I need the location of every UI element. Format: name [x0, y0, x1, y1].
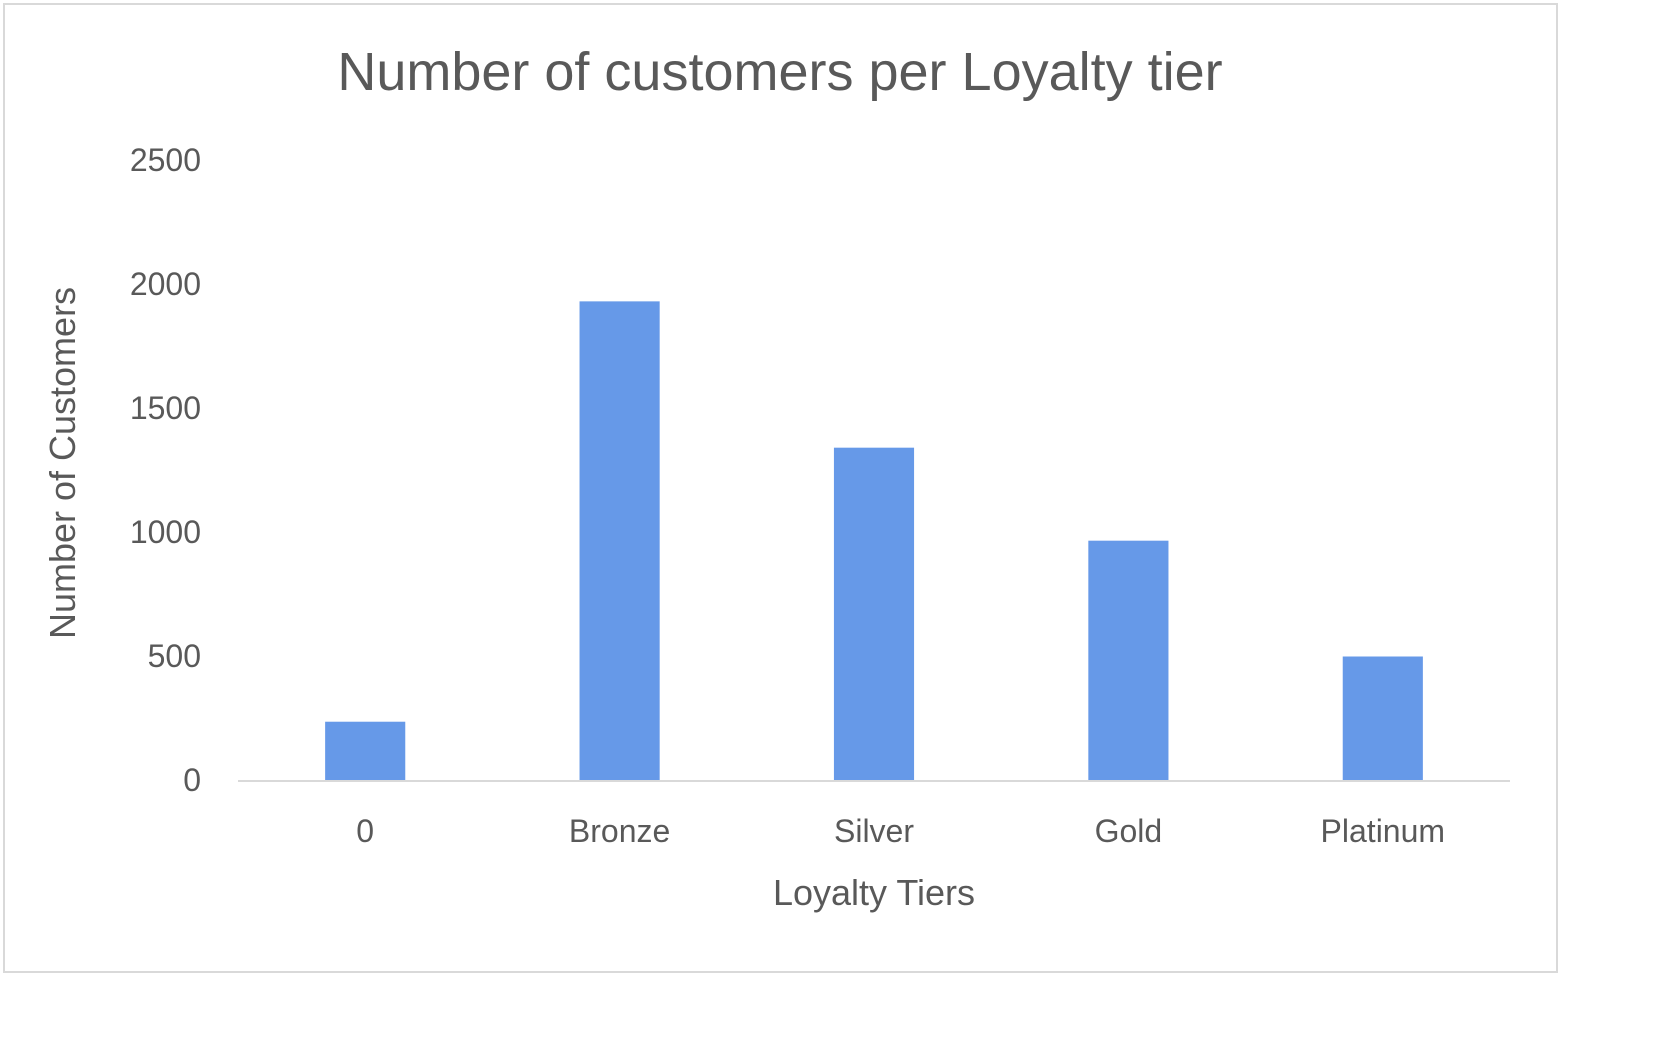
x-tick-label: 0 — [356, 813, 374, 849]
bar-0 — [325, 721, 406, 780]
x-tick-label: Bronze — [569, 813, 670, 849]
y-axis-title: Number of Customers — [42, 287, 83, 639]
x-axis-title: Loyalty Tiers — [773, 872, 975, 913]
x-tick-label: Platinum — [1321, 813, 1446, 849]
chart-title: Number of customers per Loyalty tier — [337, 42, 1222, 102]
y-tick-label: 2500 — [130, 142, 201, 178]
y-axis-ticks: 0 500 1000 1500 2000 2500 — [130, 142, 201, 798]
y-tick-label: 1000 — [130, 514, 201, 550]
y-tick-label: 2000 — [130, 266, 201, 302]
bar-silver — [833, 447, 915, 780]
bar-gold — [1088, 540, 1169, 780]
bar-bronze — [579, 301, 660, 780]
bar-platinum — [1342, 656, 1423, 780]
x-tick-label: Silver — [834, 813, 914, 849]
y-tick-label: 1500 — [130, 390, 201, 426]
chart-frame — [3, 3, 1558, 973]
x-axis-ticks: 0 Bronze Silver Gold Platinum — [356, 813, 1445, 849]
y-tick-label: 0 — [183, 762, 201, 798]
bars-group — [325, 301, 1423, 780]
y-tick-label: 500 — [148, 638, 201, 674]
x-tick-label: Gold — [1095, 813, 1163, 849]
